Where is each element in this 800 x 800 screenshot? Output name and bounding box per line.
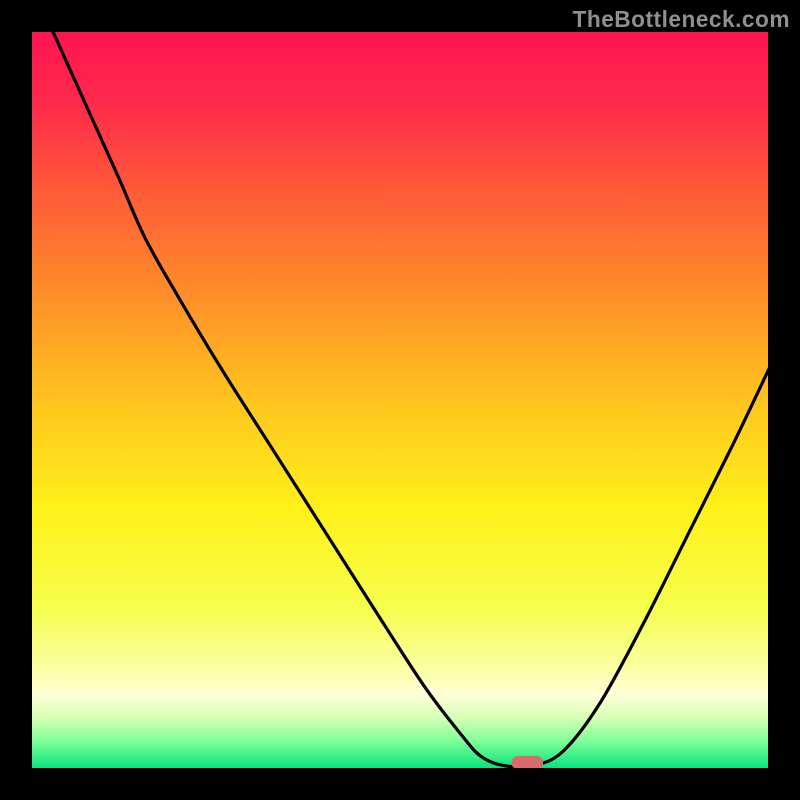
bottleneck-chart <box>0 0 800 800</box>
chart-background-gradient <box>30 30 770 770</box>
optimal-point-marker <box>511 756 543 769</box>
